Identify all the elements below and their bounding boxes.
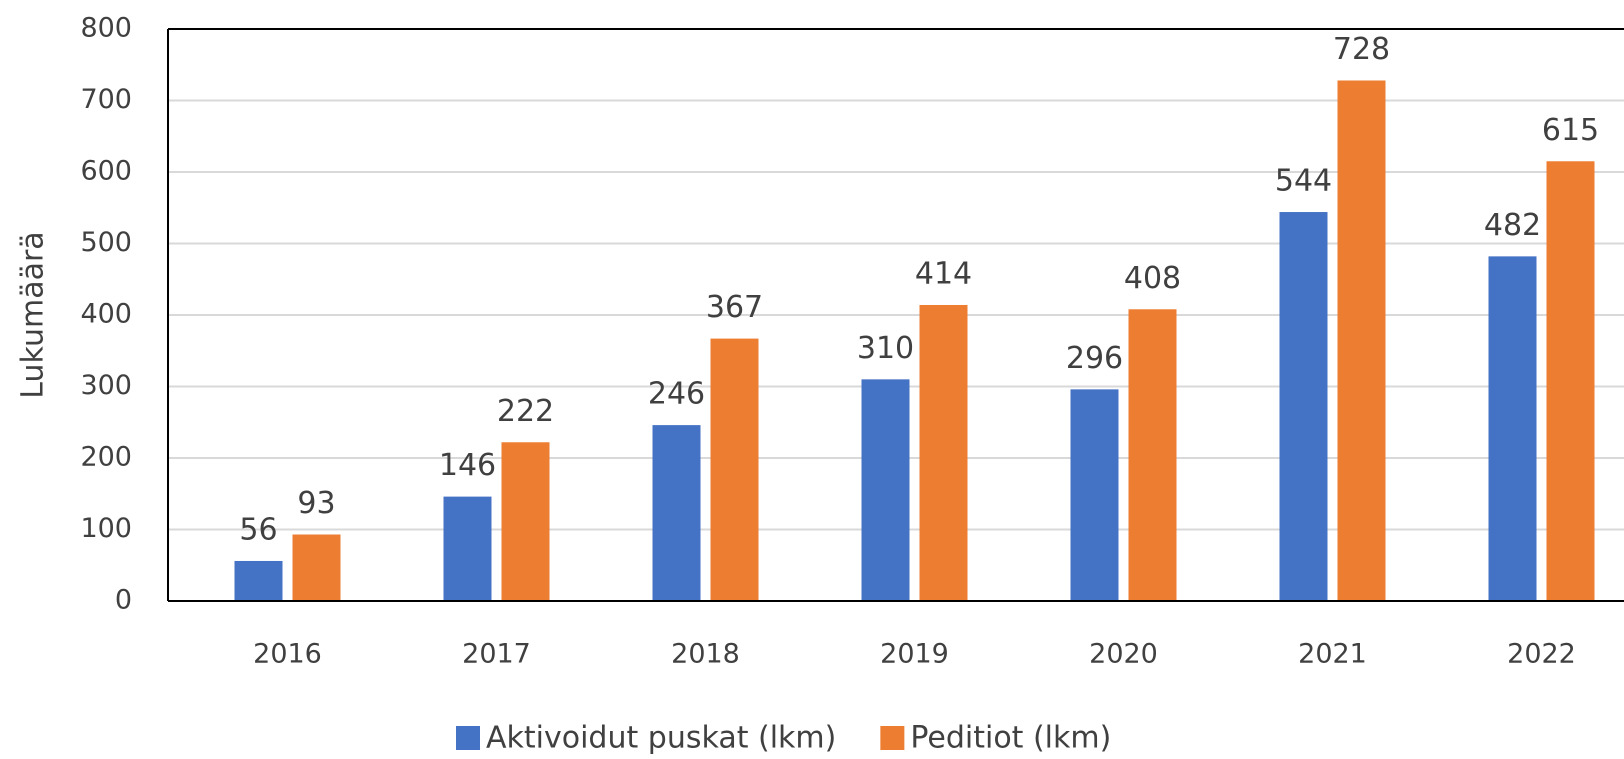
legend-label: Peditiot (lkm)	[910, 721, 1111, 756]
y-tick-label: 100	[80, 513, 132, 544]
bar	[1279, 212, 1328, 602]
x-tick-label: 2022	[1507, 639, 1576, 670]
y-tick-label: 200	[80, 442, 132, 473]
bar	[1070, 389, 1119, 601]
bar	[1546, 161, 1595, 601]
y-tick-label: 0	[115, 585, 132, 616]
bar	[234, 560, 283, 601]
bar	[443, 496, 492, 601]
x-tick-label: 2019	[880, 639, 949, 670]
x-tick-label: 2017	[462, 639, 531, 670]
value-label: 296	[1066, 341, 1123, 376]
legend-swatch	[456, 726, 480, 750]
y-tick-label: 800	[80, 13, 132, 44]
value-label: 93	[297, 486, 335, 521]
y-tick-label: 600	[80, 156, 132, 187]
value-label: 408	[1124, 261, 1181, 296]
value-label: 146	[439, 448, 496, 483]
bar	[1128, 309, 1177, 601]
legend-label: Aktivoidut puskat (lkm)	[486, 721, 836, 756]
legend-swatch	[880, 726, 905, 750]
value-label: 367	[706, 290, 763, 325]
value-label: 310	[857, 331, 914, 366]
bar	[292, 534, 341, 601]
bar	[919, 304, 968, 601]
x-tick-label: 2016	[253, 639, 322, 670]
value-label: 544	[1275, 164, 1332, 199]
value-label: 56	[239, 512, 277, 547]
value-label: 728	[1333, 32, 1390, 67]
bar	[861, 379, 910, 601]
y-tick-label: 300	[80, 370, 132, 401]
bar	[1488, 256, 1537, 601]
y-tick-label: 400	[80, 299, 132, 330]
value-label: 482	[1484, 208, 1541, 243]
x-tick-label: 2021	[1298, 639, 1367, 670]
bar	[710, 338, 759, 601]
y-tick-label: 500	[80, 227, 132, 258]
y-tick-label: 700	[80, 84, 132, 115]
x-tick-label: 2020	[1089, 639, 1158, 670]
y-axis-title: Lukumäärä	[16, 231, 51, 398]
bar	[1337, 80, 1386, 602]
value-label: 222	[497, 394, 554, 429]
value-label: 414	[915, 256, 972, 291]
value-label: 615	[1542, 113, 1599, 148]
value-label: 246	[648, 377, 705, 412]
bar	[501, 442, 550, 601]
bar	[652, 425, 701, 601]
x-tick-label: 2018	[671, 639, 740, 670]
